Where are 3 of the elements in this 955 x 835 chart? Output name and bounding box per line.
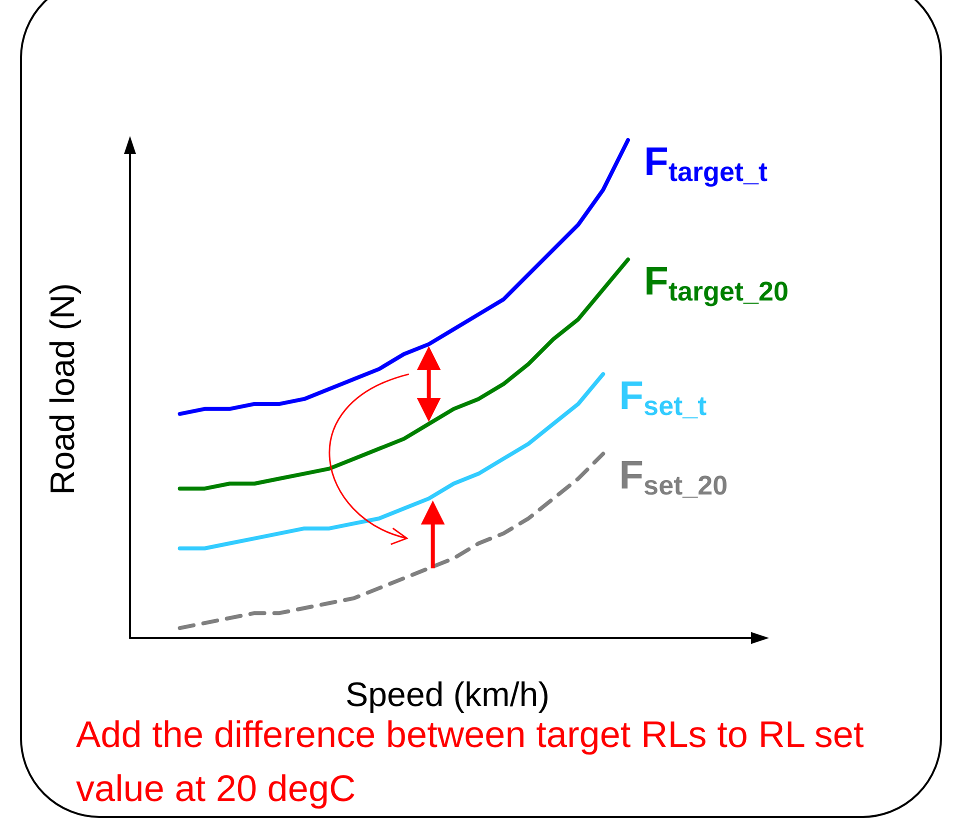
y-axis-title: Road load (N) — [44, 283, 82, 495]
text: Add the difference between target RLs to RL set value at 20 degC — [76, 713, 865, 811]
x-axis-title: Speed (km/h) — [345, 676, 550, 714]
